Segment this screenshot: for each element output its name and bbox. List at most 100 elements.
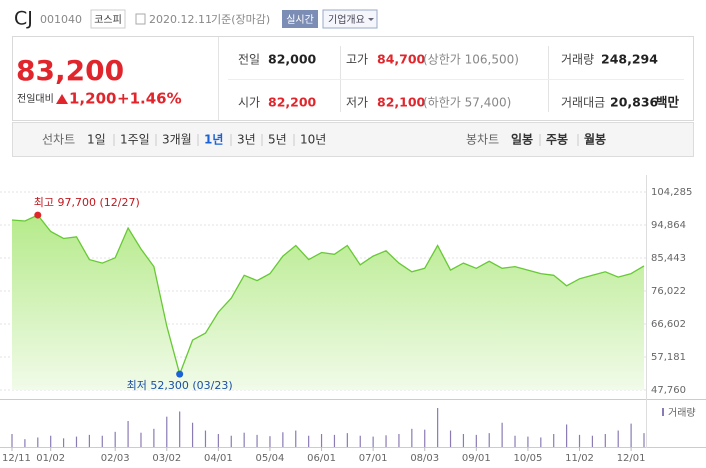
volume-bar [166,416,168,447]
tab[interactable]: 5년 [268,133,287,147]
volume-bar [630,423,632,447]
item-label: 거래대금 [561,96,605,110]
tab[interactable]: 월봉 [584,132,606,147]
volume-bar [179,411,181,447]
tab[interactable]: 주봉 [546,133,568,147]
volume-bar [308,435,310,447]
item-label: 전일 [238,53,260,67]
item-label: 거래량 [561,53,594,67]
high-marker [34,211,42,219]
y-tick-label: 85,443 [651,253,686,264]
volume-bar [75,436,78,447]
volume-bar [643,433,645,447]
volume-bar [333,434,336,447]
volume-bar [114,431,116,447]
volume-bar [372,436,374,447]
price-line [11,214,645,377]
item-note: (상한가 106,500) [423,53,519,67]
volume-bar [385,435,387,447]
dropdown-arrow [368,18,374,21]
stock-code: 001040 [40,13,82,26]
volume-bar [437,408,439,447]
volume-bar [320,434,323,447]
x-tick-label: 12/11 [2,453,31,464]
volume-bar [50,435,52,447]
high-label: 최고 97,700 (12/27) [34,196,140,209]
volume-bar [475,434,477,447]
x-tick-label: 07/01 [359,453,388,464]
market-badge [90,9,126,29]
up-triangle [56,94,68,104]
volume-bar [191,422,194,447]
volume-legend-swatch [662,408,664,416]
volume-bar [514,435,516,447]
volume-bar [256,434,258,447]
item-value: 248,294 [601,52,658,67]
volume-bar [282,432,284,447]
volume-bar [411,428,413,447]
item-value: 84,700 [377,52,426,67]
x-tick-label: 03/02 [152,453,181,464]
change-pct: +1.46% [117,90,182,108]
overview-button[interactable] [322,9,378,29]
volume-bar [346,433,348,447]
volume-legend: 거래량 [668,407,696,419]
date: 2020.12.11 [149,13,212,26]
basis: 기준(장마감) [211,13,270,26]
volume-bar [617,430,619,447]
item-label: 고가 [346,53,368,67]
tab-group-label: 선차트 [42,133,75,147]
volume-bar [449,430,452,447]
tab[interactable]: 일봉 [511,133,533,147]
volume-bar [295,430,297,447]
y-tick-label: 66,602 [651,319,686,330]
realtime-button[interactable] [282,10,318,28]
price-area [12,215,644,390]
tab[interactable]: 10년 [300,133,326,147]
volume-bar [153,428,155,447]
volume-bar [591,435,594,447]
change-label: 전일대비 [17,93,54,105]
tab[interactable]: 1년 [204,133,223,147]
volume-bar [204,430,207,447]
y-tick-label: 47,760 [651,385,686,396]
volume-bar [101,435,103,447]
item-value: 20,836 [610,95,659,110]
x-tick-label: 01/02 [36,453,65,464]
volume-bar [37,437,39,447]
volume-bar [604,434,606,447]
volume-bar [566,424,568,447]
tab[interactable]: 3개월 [162,133,192,147]
volume-bar [11,434,13,447]
y-tick-label: 76,022 [651,286,686,297]
volume-bar [527,436,529,447]
volume-bar [127,421,129,447]
item-label: 저가 [346,96,368,110]
tab[interactable]: 1주일 [120,133,150,147]
x-tick-label: 06/01 [307,453,336,464]
price: 83,200 [16,54,124,87]
tab[interactable]: 1일 [87,133,106,147]
x-tick-label: 10/05 [514,453,543,464]
volume-bar [540,437,542,447]
stock-name: CJ [14,8,33,30]
tab-group-label: 봉차트 [466,133,499,147]
overview[interactable]: 기업개요 [328,13,365,26]
volume-bar [578,434,581,447]
change: 1,200 [69,90,116,108]
volume-bar [488,433,490,447]
volume-bar [424,429,426,447]
volume-bar [140,432,142,447]
volume-bar [398,434,400,447]
tab[interactable]: 3년 [237,133,256,147]
volume-bar [217,434,219,447]
item-label: 시가 [238,96,260,110]
item-value: 82,000 [268,52,317,67]
x-tick-label: 08/03 [410,453,439,464]
x-tick-label: 11/02 [565,453,594,464]
volume-bar [88,434,90,447]
realtime[interactable]: 실시간 [286,14,314,26]
tab-bar [12,122,694,157]
volume-bar [230,435,232,447]
